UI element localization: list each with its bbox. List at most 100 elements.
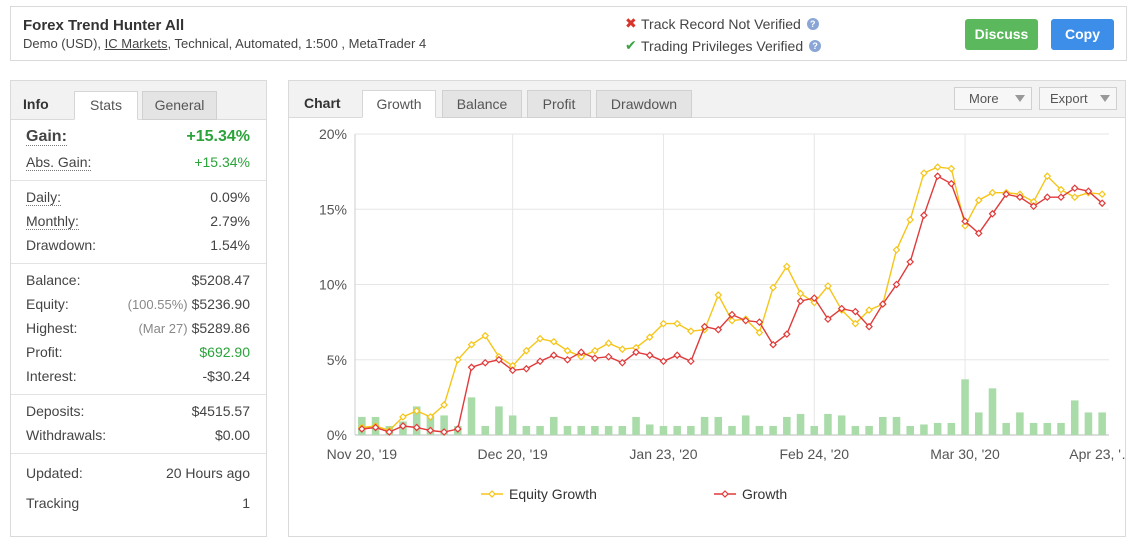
tab-general[interactable]: General [142, 91, 217, 120]
series-point [1043, 172, 1052, 180]
broker-link[interactable]: IC Markets [104, 36, 168, 51]
series-point [796, 297, 805, 305]
legend-marker [721, 490, 729, 498]
volume-bar [604, 425, 613, 435]
series-point [632, 348, 640, 357]
daily-label[interactable]: Daily: [26, 188, 62, 206]
series-point [467, 340, 476, 349]
system-subtitle: Demo (USD), IC Markets, Technical, Autom… [23, 36, 426, 51]
more-dropdown[interactable]: More [954, 87, 1032, 110]
stat-profit: Profit: $692.90 [11, 340, 266, 364]
series-point [495, 355, 503, 364]
y-tick-label: 15% [319, 201, 347, 217]
track-record-status: ✖ Track Record Not Verified ? [625, 15, 819, 32]
series-point [728, 316, 736, 325]
stat-daily: Daily: 0.09% [11, 185, 266, 209]
volume-bar [481, 425, 490, 435]
series-point [522, 364, 531, 373]
series-point [769, 283, 777, 292]
volume-bar [755, 425, 764, 435]
volume-bar [796, 413, 805, 435]
discuss-button[interactable]: Discuss [965, 19, 1038, 50]
help-icon[interactable]: ? [809, 39, 822, 52]
abs-gain-label[interactable]: Abs. Gain: [26, 153, 92, 171]
series-point [988, 188, 997, 197]
growth-chart[interactable]: 0% 5% 10% 15% 20% Nov 20, '19 Dec 20, '19 Jan 2… [289, 118, 1125, 536]
gain-value: +15.34% [186, 128, 250, 145]
series-point [1016, 193, 1024, 202]
interest-value: -$30.24 [202, 368, 250, 384]
x-tick-label: Jan 23, '20 [629, 446, 697, 462]
series-point [659, 319, 668, 328]
volume-bar [700, 416, 709, 435]
tab-balance[interactable]: Balance [442, 90, 522, 118]
x-tick-label: Nov 20, '19 [327, 446, 398, 462]
series-point [371, 423, 380, 432]
series-point [878, 300, 887, 308]
series-point [851, 319, 860, 328]
series-point [1098, 190, 1106, 199]
copy-button[interactable]: Copy [1051, 19, 1114, 50]
tab-info: Info [23, 96, 49, 112]
legend-entry: Equity Growth [509, 486, 597, 502]
volume-bar [714, 416, 723, 435]
series-point [947, 179, 956, 188]
series-point [549, 351, 558, 360]
y-tick-label: 5% [327, 352, 347, 368]
system-header: Forex Trend Hunter All Demo (USD), IC Ma… [10, 6, 1127, 61]
series-point [453, 355, 462, 364]
legend-marker [488, 490, 496, 498]
balance-value: $5208.47 [191, 272, 250, 288]
series-point [591, 354, 599, 363]
stat-tracking: Tracking 1 [11, 488, 266, 518]
tab-drawdown[interactable]: Drawdown [596, 90, 692, 118]
tab-growth[interactable]: Growth [362, 90, 436, 118]
series-point [1070, 193, 1079, 202]
profit-label: Profit: [26, 344, 63, 360]
tab-stats[interactable]: Stats [74, 91, 138, 120]
volume-bar [728, 425, 736, 435]
series-point [591, 346, 599, 355]
volume-bar [426, 415, 435, 435]
chart-panel-title: Chart [304, 95, 341, 111]
highest-value-wrap: (Mar 27) $5289.86 [138, 320, 250, 336]
volume-bar [659, 425, 668, 435]
volume-bar [1002, 422, 1010, 435]
series-point [563, 346, 572, 355]
monthly-label[interactable]: Monthly: [26, 212, 79, 230]
series-point [782, 262, 791, 271]
series-point [961, 221, 969, 230]
volume-bar [440, 415, 448, 435]
volume-bar [1029, 422, 1038, 435]
interest-label: Interest: [26, 368, 77, 384]
highest-date: (Mar 27) [138, 321, 188, 336]
check-icon: ✔ [625, 37, 637, 53]
volume-bar [974, 412, 983, 435]
volume-bar [412, 406, 421, 435]
series-point [563, 355, 572, 364]
series-point [920, 211, 928, 220]
stat-highest: Highest: (Mar 27) $5289.86 [11, 316, 266, 340]
export-dropdown[interactable]: Export [1039, 87, 1117, 110]
volume-bar [879, 416, 887, 435]
series-point [687, 327, 695, 336]
volume-bar [947, 422, 956, 435]
stats-panel: Info Stats General Gain: +15.34% Abs. Ga… [10, 80, 267, 537]
series-point [426, 413, 435, 421]
series-point [714, 291, 723, 299]
series-point [755, 328, 764, 337]
help-icon[interactable]: ? [806, 17, 819, 30]
series-point [522, 346, 531, 355]
tab-profit[interactable]: Profit [527, 90, 591, 118]
gain-label[interactable]: Gain: [26, 127, 67, 146]
series-point [947, 164, 956, 173]
series-point [604, 352, 613, 361]
stats-tabs: Info Stats General [11, 81, 266, 120]
volume-bar [988, 388, 997, 435]
series-point [618, 345, 627, 354]
stat-equity: Equity: (100.55%) $5236.90 [11, 292, 266, 316]
volume-bar [495, 406, 503, 435]
volume-bar [933, 422, 942, 435]
system-name: Forex Trend Hunter All [23, 17, 185, 34]
series-point [920, 169, 928, 177]
